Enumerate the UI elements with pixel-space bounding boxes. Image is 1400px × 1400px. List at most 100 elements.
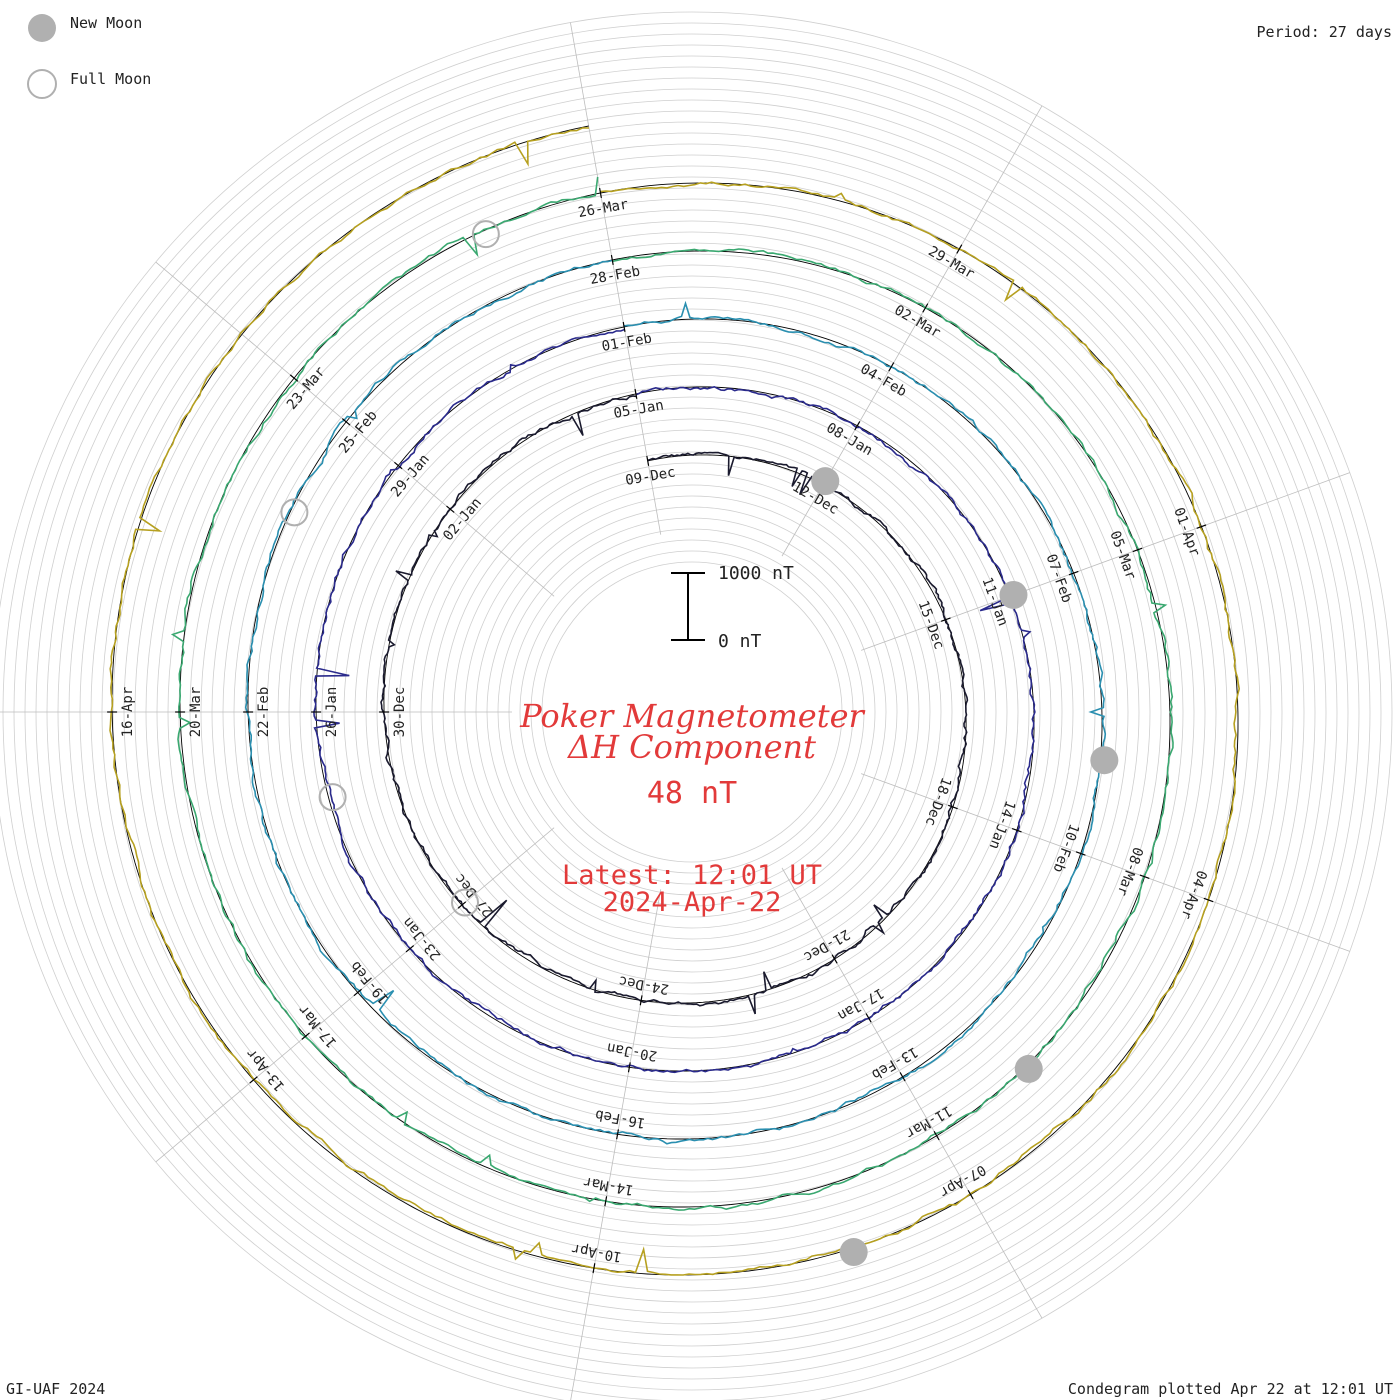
date-tick-mark: [940, 617, 951, 622]
date-tick-label: 23-Mar: [284, 364, 329, 413]
date-tick-mark: [1132, 547, 1143, 553]
date-tick-mark: [639, 995, 643, 1006]
date-tick-label: 20-Jan: [606, 1039, 659, 1064]
date-tick-label: 04-Apr: [1177, 868, 1209, 921]
baseline-spiral: [247, 259, 1103, 1140]
date-tick-label: 24-Dec: [618, 972, 671, 997]
date-tick-mark: [301, 1032, 310, 1040]
date-tick-label: 26-Jan: [324, 687, 340, 738]
date-tick-mark: [249, 1076, 258, 1084]
date-tick-mark: [457, 901, 467, 909]
legend: New Moon Full Moon: [27, 14, 151, 99]
date-tick-label: 23-Jan: [400, 914, 445, 963]
date-tick-mark: [627, 1062, 631, 1073]
date-tick-mark: [967, 1189, 974, 1200]
spoke-line: [570, 22, 662, 535]
date-tick-mark: [1139, 874, 1150, 880]
period-label: Period: 27 days: [1257, 23, 1392, 41]
date-tick-label: 30-Dec: [392, 687, 408, 738]
date-tick-label: 17-Jan: [835, 984, 887, 1023]
scale-bottom-label: 0 nT: [718, 631, 762, 652]
date-tick-mark: [289, 374, 299, 382]
new-moon-marker: [811, 467, 840, 496]
date-tick-mark: [888, 362, 895, 372]
chart-title: Poker Magnetometer: [519, 697, 865, 735]
new-moon-marker: [999, 580, 1028, 609]
date-tick-label: 29-Jan: [388, 451, 433, 500]
moon-markers: [280, 220, 1119, 1267]
spoke-line: [861, 773, 1350, 952]
new-moon-marker: [1014, 1054, 1043, 1083]
spoke-line: [570, 889, 662, 1400]
full-moon-marker: [450, 888, 479, 917]
grid-ring: [0, 11, 1393, 1400]
full-moon-marker: [280, 498, 309, 527]
scale-top-label: 1000 nT: [718, 563, 794, 584]
date-tick-label: 10-Apr: [570, 1240, 623, 1265]
date-tick-mark: [405, 945, 415, 953]
new-moon-legend-label: New Moon: [70, 14, 142, 32]
latest-date: 2024-Apr-22: [603, 887, 782, 918]
date-tick-label: 21-Dec: [801, 926, 853, 965]
date-tick-mark: [948, 804, 958, 810]
grid-ring: [530, 550, 854, 874]
date-tick-label: 09-Dec: [624, 464, 677, 489]
date-tick-mark: [353, 988, 362, 997]
date-tick-mark: [610, 254, 614, 266]
date-tick-mark: [831, 954, 838, 964]
spoke-line: [155, 261, 555, 597]
date-tick-label: 08-Jan: [823, 420, 875, 459]
date-tick-mark: [922, 303, 929, 313]
date-tick-label: 26-Mar: [577, 196, 630, 221]
series-trace: [244, 259, 1107, 1145]
baseline-value: 48 nT: [647, 776, 737, 811]
new-moon-legend-icon: [28, 14, 56, 42]
date-tick-mark: [1011, 827, 1022, 833]
spoke-line: [781, 867, 1043, 1319]
date-tick-label: 11-Mar: [903, 1102, 955, 1141]
footer-plot-time: Condegram plotted Apr 22 at 12:01 UT: [1068, 1380, 1393, 1398]
date-tick-label: 02-Jan: [440, 495, 485, 544]
full-moon-legend-icon: [27, 69, 57, 99]
date-tick-mark: [604, 1196, 608, 1207]
date-tick-mark: [865, 1013, 872, 1023]
date-tick-label: 14-Mar: [582, 1173, 635, 1198]
date-tick-mark: [394, 461, 403, 470]
date-tick-label: 13-Feb: [869, 1043, 921, 1082]
date-tick-mark: [1068, 570, 1079, 576]
grid-ring: [541, 561, 843, 863]
date-tick-mark: [646, 455, 650, 466]
series-trace: [313, 328, 1036, 1074]
chart-subtitle: ΔH Component: [566, 728, 816, 766]
date-tick-label: 22-Feb: [256, 687, 272, 738]
date-tick-label: 01-Apr: [1170, 506, 1202, 559]
date-tick-label: 29-Mar: [925, 243, 977, 282]
date-tick-mark: [933, 1131, 940, 1141]
footer-credit: GI-UAF 2024: [6, 1380, 105, 1398]
latest-time: Latest: 12:01 UT: [562, 860, 822, 891]
date-tick-label: 02-Mar: [891, 302, 943, 341]
date-tick-label: 16-Apr: [120, 687, 136, 738]
series-trace: [170, 176, 1174, 1211]
date-tick-mark: [899, 1072, 906, 1082]
series-trace: [380, 395, 969, 1015]
full-moon-marker: [318, 783, 347, 812]
date-tick-label: 17-Mar: [296, 1001, 341, 1050]
date-tick-label: 20-Mar: [188, 687, 204, 738]
date-tick-mark: [599, 187, 602, 199]
date-tick-label: 19-Feb: [348, 958, 393, 1007]
date-tick-label: 28-Feb: [589, 263, 642, 288]
date-tick-mark: [622, 321, 626, 332]
grid-ring: [519, 539, 865, 885]
full-moon-legend-label: Full Moon: [70, 70, 151, 88]
full-moon-marker: [471, 220, 500, 249]
scale-bar: 1000 nT 0 nT: [671, 563, 794, 652]
date-tick-label: 18-Dec: [922, 775, 954, 828]
date-tick-label: 01-Feb: [601, 330, 654, 355]
series-trace: [109, 127, 1241, 1276]
date-tick-mark: [634, 388, 638, 399]
new-moon-marker: [1090, 746, 1119, 775]
date-tick-mark: [446, 505, 455, 513]
date-tick-mark: [1075, 851, 1086, 856]
